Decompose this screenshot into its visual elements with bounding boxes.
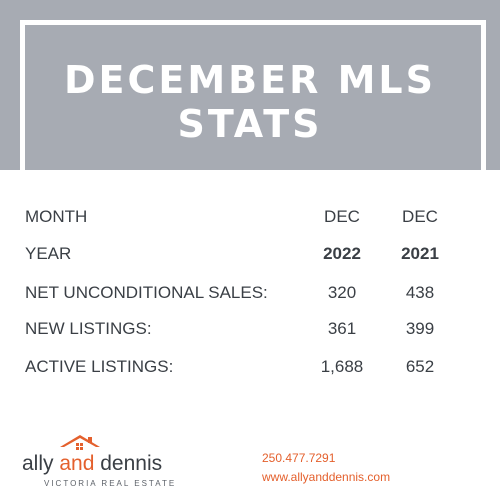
value-active-col1: 1,688 [320,357,364,376]
row-label: ACTIVE LISTINGS: [25,357,174,376]
value-active-col2: 652 [405,357,435,376]
value-new-col2: 399 [405,319,435,338]
table-row-year: YEAR 2022 2021 [25,244,485,274]
logo-wordmark: ally and dennis [22,452,182,476]
header-frame [20,20,486,193]
logo-word-dennis: dennis [94,452,163,475]
logo-tagline: VICTORIA REAL ESTATE [44,479,177,488]
table-row-new-listings: NEW LISTINGS: 361 399 [25,319,485,349]
value-sales-col2: 438 [405,283,435,302]
value-dec-2022: DEC [324,207,360,226]
page-title: DECEMBER MLS STATS [64,58,436,146]
header-band [0,0,500,170]
contact-phone[interactable]: 250.477.7291 [262,451,336,465]
table-row-month: MONTH DEC DEC [25,207,485,237]
table-row-active-listings: ACTIVE LISTINGS: 1,688 652 [25,357,485,387]
row-label: YEAR [25,244,72,263]
value-new-col1: 361 [327,319,357,338]
row-label: MONTH [25,207,88,226]
value-year-col2: 2021 [401,244,439,263]
house-icon [60,435,100,450]
logo-word-ally: ally [22,452,60,475]
value-year-col1: 2022 [323,244,361,263]
logo-word-and: and [59,452,95,475]
contact-website-link[interactable]: www.allyanddennis.com [262,470,391,484]
table-row-net-sales: NET UNCONDITIONAL SALES: 320 438 [25,283,485,313]
row-label: NET UNCONDITIONAL SALES: [25,283,268,302]
row-label: NEW LISTINGS: [25,319,152,338]
value-sales-col1: 320 [327,283,357,302]
value-dec-2021: DEC [402,207,438,226]
